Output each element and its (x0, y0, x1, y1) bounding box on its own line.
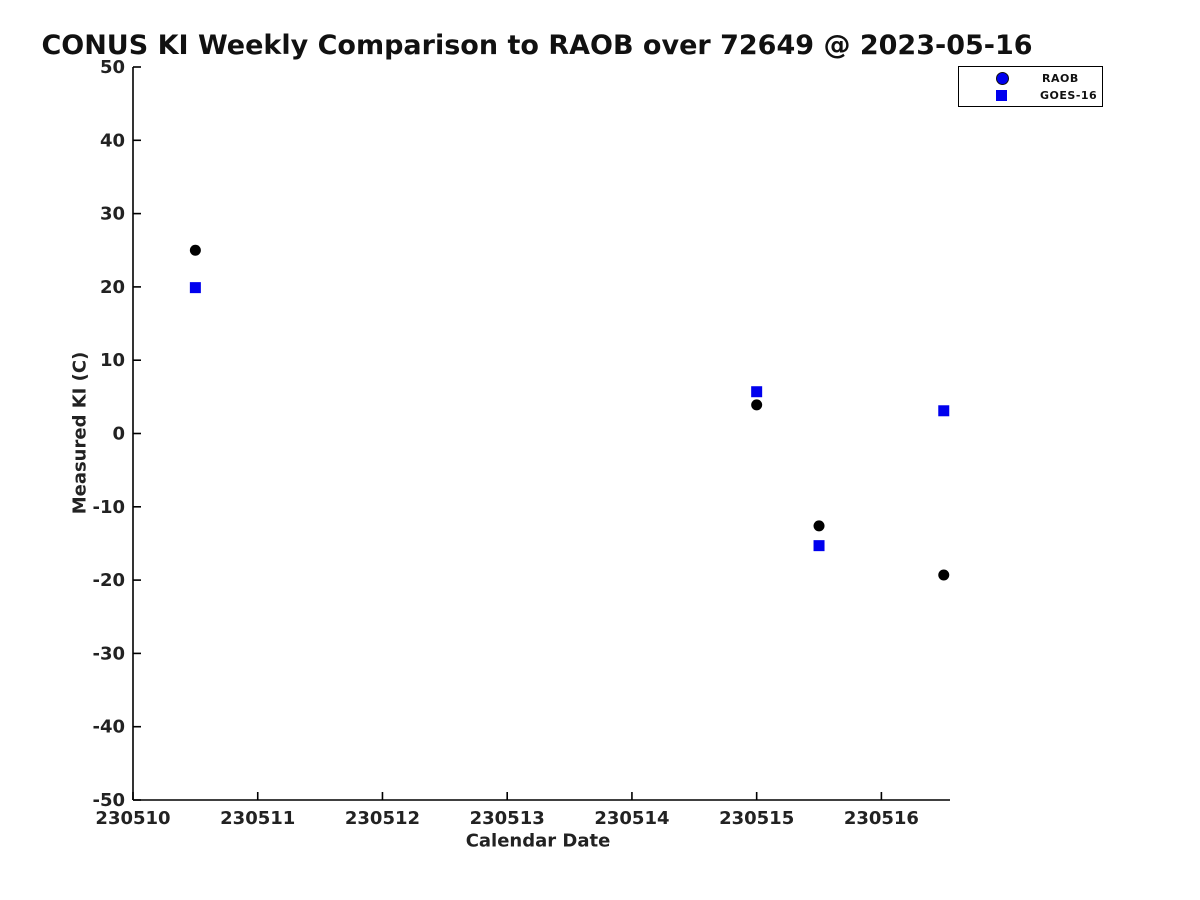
x-tick-label: 230516 (844, 808, 919, 829)
y-axis-label: Measured KI (C) (69, 351, 91, 515)
x-tick-label: 230513 (470, 808, 545, 829)
data-point-raob (813, 520, 825, 532)
data-point-goes-16 (938, 405, 950, 417)
data-point-raob (751, 399, 763, 411)
chart-title: CONUS KI Weekly Comparison to RAOB over … (41, 30, 1033, 61)
y-tick-label: 0 (112, 424, 125, 445)
y-tick-label: 30 (100, 204, 125, 225)
data-point-raob (938, 569, 950, 581)
x-tick-label: 230514 (594, 808, 669, 829)
x-tick-label: 230510 (95, 808, 170, 829)
legend-label-raob: RAOB (1042, 71, 1079, 85)
raob-circle-marker-icon (996, 71, 1009, 85)
y-tick-label: -30 (92, 643, 125, 664)
y-tick-label: -40 (92, 717, 125, 738)
y-tick-label: -50 (92, 790, 125, 811)
y-tick-label: 20 (100, 277, 125, 298)
x-tick-label: 230512 (345, 808, 420, 829)
data-point-goes-16 (189, 282, 201, 294)
y-tick-label: 10 (100, 350, 125, 371)
x-tick-label: 230511 (220, 808, 295, 829)
y-tick-label: 50 (100, 57, 125, 78)
y-tick-label: 40 (100, 130, 125, 151)
data-point-goes-16 (751, 386, 763, 398)
legend-item-goes16: GOES-16 (959, 88, 1102, 102)
data-point-goes-16 (813, 540, 825, 552)
legend-label-goes16: GOES-16 (1040, 88, 1098, 102)
legend: RAOB GOES-16 (958, 66, 1103, 107)
goes16-square-marker-icon (996, 89, 1007, 101)
data-point-raob (189, 244, 201, 256)
y-tick-label: -10 (92, 497, 125, 518)
y-tick-label: -20 (92, 570, 125, 591)
x-axis-label: Calendar Date (465, 830, 611, 852)
legend-item-raob: RAOB (959, 71, 1102, 85)
x-tick-label: 230515 (719, 808, 794, 829)
